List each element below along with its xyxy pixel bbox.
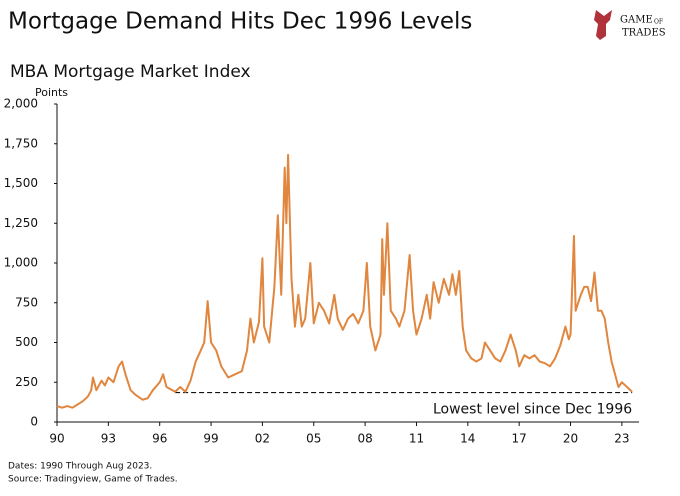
chart-title: Mortgage Demand Hits Dec 1996 Levels — [8, 9, 472, 35]
x-tick-label: 90 — [49, 432, 64, 446]
x-tick-label: 05 — [306, 432, 321, 446]
x-tick-label: 02 — [255, 432, 270, 446]
x-tick-label: 20 — [563, 432, 578, 446]
x-tick-label: 14 — [460, 432, 475, 446]
y-tick-label: 500 — [15, 335, 38, 349]
y-tick-label: 250 — [15, 375, 38, 389]
data-line — [56, 153, 633, 409]
x-tick-label: 23 — [614, 432, 629, 446]
y-axis-label: Points — [35, 86, 68, 99]
logo-icon — [594, 10, 612, 40]
x-tick-label: 17 — [512, 432, 527, 446]
y-tick-label: 1,000 — [4, 256, 38, 270]
x-tick-label: 99 — [203, 432, 218, 446]
logo-text: OF — [654, 19, 663, 26]
y-tick-label: 2,000 — [4, 97, 38, 111]
x-tick-label: 93 — [101, 432, 116, 446]
logo-text: TRADES — [622, 28, 666, 39]
y-tick-label: 1,750 — [4, 136, 38, 150]
x-tick-label: 11 — [409, 432, 424, 446]
y-tick-label: 750 — [15, 295, 38, 309]
x-tick-label: 96 — [152, 432, 167, 446]
y-tick-label: 1,250 — [4, 216, 38, 230]
y-tick-label: 1,500 — [4, 176, 38, 190]
footnote: Dates: 1990 Through Aug 2023. — [8, 462, 152, 472]
brand-logo: GAME OF TRADES — [594, 10, 666, 40]
x-tick-label: 08 — [357, 432, 372, 446]
logo-text: GAME — [620, 15, 653, 26]
annotation: Lowest level since Dec 1996 — [433, 402, 632, 418]
footnote: Source: Tradingview, Game of Trades. — [8, 475, 178, 485]
y-tick-label: 0 — [30, 415, 38, 429]
chart-subtitle: MBA Mortgage Market Index — [10, 62, 251, 82]
